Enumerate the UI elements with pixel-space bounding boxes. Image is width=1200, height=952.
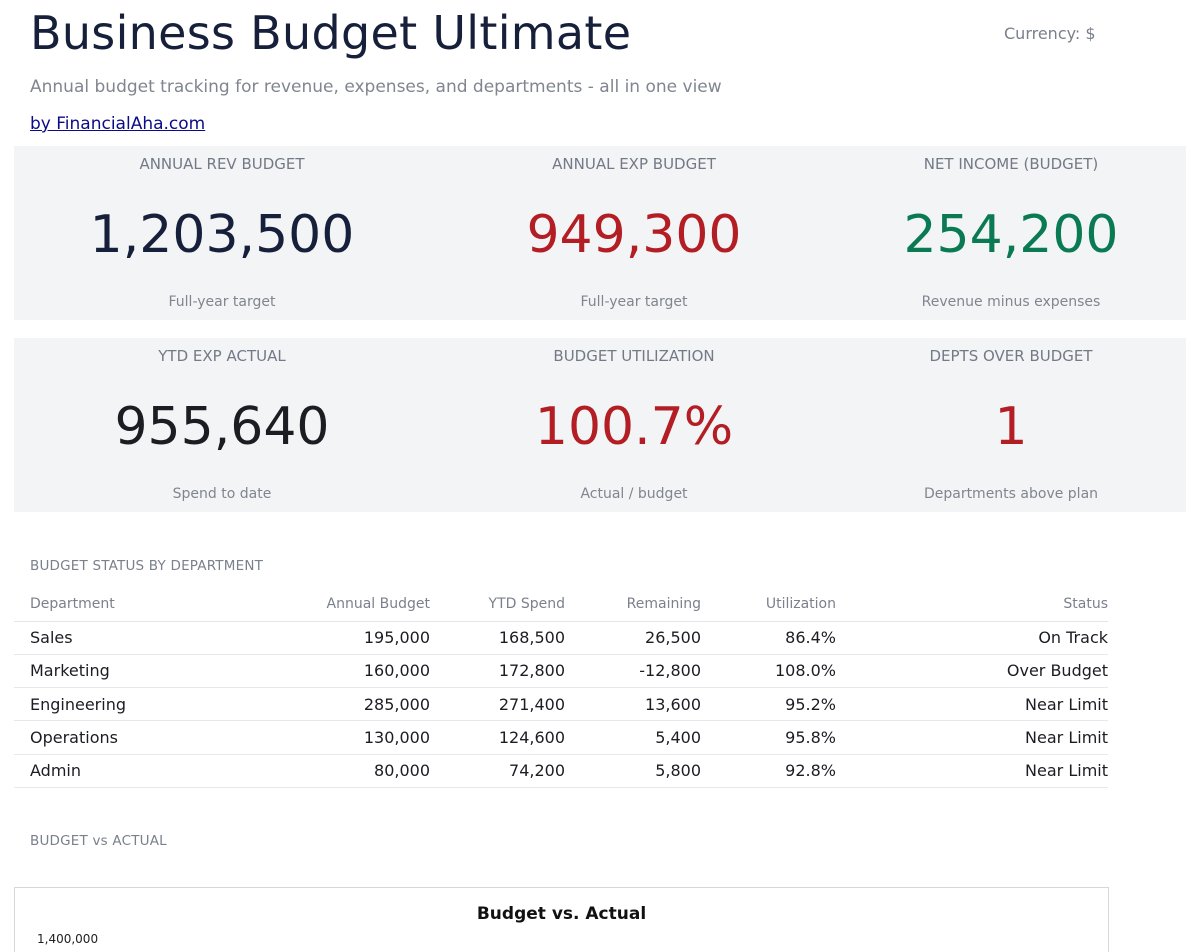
cell-utilization: 95.8%	[701, 720, 836, 755]
cell-ytd-spend: 271,400	[430, 687, 565, 722]
kpi-row-actuals: YTD EXP ACTUAL 955,640 Spend to date BUD…	[14, 338, 1186, 512]
kpi-note: Revenue minus expenses	[921, 294, 1101, 310]
currency-label: Currency: $	[1004, 24, 1096, 43]
cell-remaining: 5,800	[565, 754, 701, 788]
section-title-budget-status: BUDGET STATUS BY DEPARTMENT	[30, 558, 264, 574]
section-title-budget-vs-actual: BUDGET vs ACTUAL	[30, 833, 167, 849]
cell-ytd-spend: 124,600	[430, 720, 565, 755]
col-header-remaining: Remaining	[565, 587, 701, 622]
cell-department: Marketing	[14, 654, 298, 689]
cell-department: Engineering	[14, 687, 298, 722]
cell-annual-budget: 285,000	[298, 687, 430, 722]
cell-status: Near Limit	[836, 720, 1108, 755]
department-status-table: Department Annual Budget YTD Spend Remai…	[14, 587, 1108, 788]
cell-remaining: 13,600	[565, 687, 701, 722]
kpi-budget-utilization: BUDGET UTILIZATION 100.7% Actual / budge…	[464, 338, 804, 512]
kpi-value: 1	[994, 397, 1028, 457]
kpi-ytd-exp-actual: YTD EXP ACTUAL 955,640 Spend to date	[52, 338, 392, 512]
cell-ytd-spend: 168,500	[430, 621, 565, 655]
table-row: Admin 80,000 74,200 5,800 92.8% Near Lim…	[14, 754, 1108, 788]
brand-link[interactable]: by FinancialAha.com	[30, 114, 206, 134]
cell-status: Over Budget	[836, 654, 1108, 689]
kpi-value: 955,640	[114, 397, 330, 457]
kpi-row-budget: ANNUAL REV BUDGET 1,203,500 Full-year ta…	[14, 146, 1186, 320]
kpi-net-income-budget: NET INCOME (BUDGET) 254,200 Revenue minu…	[841, 146, 1181, 320]
cell-annual-budget: 195,000	[298, 621, 430, 655]
table-row: Marketing 160,000 172,800 -12,800 108.0%…	[14, 654, 1108, 689]
kpi-note: Departments above plan	[923, 486, 1099, 502]
cell-annual-budget: 130,000	[298, 720, 430, 755]
page-title: Business Budget Ultimate	[30, 6, 632, 60]
kpi-note: Full-year target	[580, 294, 688, 310]
cell-department: Sales	[14, 621, 298, 655]
table-header-row: Department Annual Budget YTD Spend Remai…	[14, 587, 1108, 622]
kpi-value: 254,200	[903, 205, 1119, 265]
cell-status: On Track	[836, 621, 1108, 655]
cell-remaining: -12,800	[565, 654, 701, 689]
col-header-annual-budget: Annual Budget	[298, 587, 430, 622]
kpi-label: NET INCOME (BUDGET)	[923, 155, 1099, 173]
cell-status: Near Limit	[836, 754, 1108, 788]
col-header-department: Department	[14, 587, 298, 622]
cell-department: Operations	[14, 720, 298, 755]
cell-remaining: 26,500	[565, 621, 701, 655]
cell-status: Near Limit	[836, 687, 1108, 722]
page-subtitle: Annual budget tracking for revenue, expe…	[30, 77, 722, 97]
kpi-value: 949,300	[526, 205, 742, 265]
kpi-annual-exp-budget: ANNUAL EXP BUDGET 949,300 Full-year targ…	[464, 146, 804, 320]
cell-annual-budget: 160,000	[298, 654, 430, 689]
chart-title: Budget vs. Actual	[476, 904, 647, 924]
cell-ytd-spend: 172,800	[430, 654, 565, 689]
table-row: Operations 130,000 124,600 5,400 95.8% N…	[14, 720, 1108, 755]
kpi-note: Actual / budget	[580, 486, 688, 502]
kpi-label: BUDGET UTILIZATION	[553, 347, 715, 365]
cell-utilization: 86.4%	[701, 621, 836, 655]
cell-utilization: 108.0%	[701, 654, 836, 689]
col-header-utilization: Utilization	[701, 587, 836, 622]
cell-ytd-spend: 74,200	[430, 754, 565, 788]
cell-annual-budget: 80,000	[298, 754, 430, 788]
kpi-note: Spend to date	[172, 486, 272, 502]
cell-remaining: 5,400	[565, 720, 701, 755]
kpi-annual-rev-budget: ANNUAL REV BUDGET 1,203,500 Full-year ta…	[52, 146, 392, 320]
chart-y-tick-label: 1,400,000	[37, 932, 99, 946]
kpi-value: 100.7%	[534, 397, 734, 457]
cell-utilization: 92.8%	[701, 754, 836, 788]
table-row: Engineering 285,000 271,400 13,600 95.2%…	[14, 687, 1108, 722]
kpi-value: 1,203,500	[89, 205, 355, 265]
table-row: Sales 195,000 168,500 26,500 86.4% On Tr…	[14, 621, 1108, 655]
kpi-note: Full-year target	[168, 294, 276, 310]
kpi-label: ANNUAL EXP BUDGET	[552, 155, 716, 173]
col-header-ytd-spend: YTD Spend	[430, 587, 565, 622]
kpi-label: YTD EXP ACTUAL	[158, 347, 286, 365]
kpi-depts-over-budget: DEPTS OVER BUDGET 1 Departments above pl…	[841, 338, 1181, 512]
col-header-status: Status	[836, 587, 1108, 622]
kpi-label: ANNUAL REV BUDGET	[139, 155, 305, 173]
kpi-label: DEPTS OVER BUDGET	[929, 347, 1093, 365]
cell-utilization: 95.2%	[701, 687, 836, 722]
cell-department: Admin	[14, 754, 298, 788]
budget-vs-actual-chart: Budget vs. Actual 1,400,000	[14, 887, 1109, 952]
